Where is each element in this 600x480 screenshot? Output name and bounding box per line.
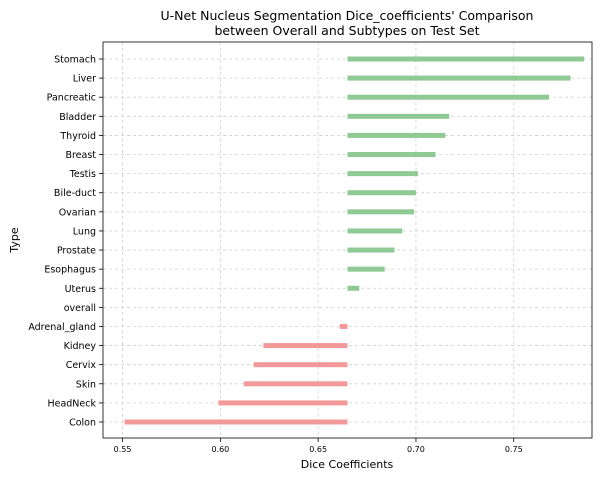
y-tick-label: Bladder (59, 112, 96, 123)
plot-frame (102, 41, 593, 439)
bar-bile-duct (347, 190, 416, 196)
bar-kidney (263, 343, 348, 349)
y-tick-label: Testis (69, 169, 96, 180)
y-tick-label: Liver (73, 74, 96, 85)
y-tick-label: Skin (76, 379, 96, 390)
x-tick-label: 0.60 (211, 445, 229, 454)
bar-layer (124, 56, 585, 425)
bar-liver (347, 75, 571, 81)
y-tick-label: Pancreatic (47, 93, 96, 104)
y-tick-label: Thyroid (59, 131, 96, 142)
y-tick-label: Stomach (54, 55, 96, 66)
y-tick-labels: Colon HeadNeck Skin Cervix Kidney Adrenal_gla… (28, 55, 103, 429)
y-tick-label: overall (64, 303, 96, 314)
chart-title-line1: U-Net Nucleus Segmentation Dice_coeffici… (161, 8, 534, 23)
bar-uterus (347, 285, 360, 291)
y-tick-label: Adrenal_gland (28, 322, 96, 333)
bar-colon (124, 419, 348, 425)
bar-testis (347, 171, 418, 177)
y-tick-label: Lung (73, 226, 96, 237)
bar-headneck (218, 400, 348, 406)
x-tick-labels: 0.55 0.60 0.65 0.70 0.75 (114, 438, 523, 454)
y-axis-label: Type (8, 227, 21, 253)
bar-lung (347, 228, 403, 234)
bar-skin (243, 381, 348, 387)
x-tick-label: 0.75 (505, 445, 523, 454)
y-tick-label: Bile-duct (54, 188, 96, 199)
bar-adrenal-gland (339, 323, 348, 329)
x-tick-label: 0.70 (407, 445, 425, 454)
grid-layer (103, 42, 592, 438)
y-tick-label: Prostate (57, 246, 96, 257)
y-tick-label: Ovarian (59, 207, 96, 218)
bar-esophagus (347, 266, 385, 272)
y-tick-label: Uterus (65, 284, 96, 295)
x-tick-label: 0.65 (309, 445, 327, 454)
y-tick-label: HeadNeck (47, 398, 96, 409)
bar-thyroid (347, 132, 446, 138)
bar-bladder (347, 113, 450, 119)
x-axis-label: Dice Coefficients (301, 458, 394, 471)
bar-breast (347, 152, 436, 158)
bar-prostate (347, 247, 395, 253)
bar-stomach (347, 56, 585, 62)
y-tick-label: Cervix (66, 360, 97, 371)
x-tick-label: 0.55 (114, 445, 132, 454)
y-tick-label: Colon (69, 418, 96, 429)
y-tick-label: Esophagus (44, 265, 96, 276)
y-tick-label: Breast (65, 150, 96, 161)
bar-ovarian (347, 209, 415, 215)
bar-cervix (253, 362, 348, 368)
y-tick-label: Kidney (64, 341, 97, 352)
bar-pancreatic (347, 94, 549, 100)
chart-title-line2: between Overall and Subtypes on Test Set (214, 23, 479, 38)
